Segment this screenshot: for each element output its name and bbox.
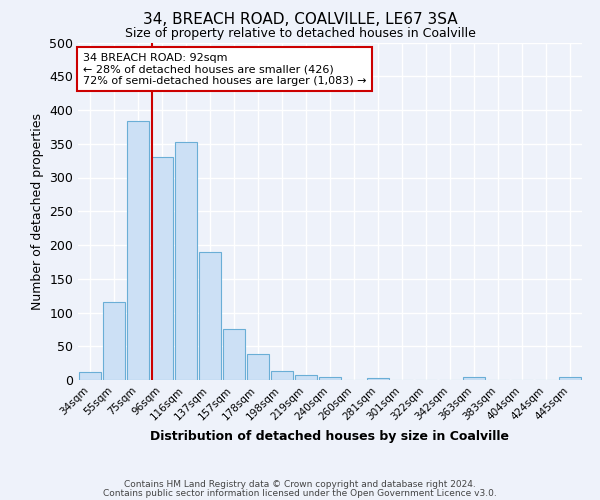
Bar xyxy=(319,378,341,380)
Bar xyxy=(79,372,101,380)
Text: Size of property relative to detached houses in Coalville: Size of property relative to detached ho… xyxy=(125,28,475,40)
Bar xyxy=(223,330,245,380)
Text: 34, BREACH ROAD, COALVILLE, LE67 3SA: 34, BREACH ROAD, COALVILLE, LE67 3SA xyxy=(143,12,457,28)
Bar xyxy=(199,252,221,380)
Y-axis label: Number of detached properties: Number of detached properties xyxy=(31,113,44,310)
Bar xyxy=(295,374,317,380)
Text: 34 BREACH ROAD: 92sqm
← 28% of detached houses are smaller (426)
72% of semi-det: 34 BREACH ROAD: 92sqm ← 28% of detached … xyxy=(83,52,367,86)
Bar xyxy=(103,302,125,380)
Bar xyxy=(559,378,581,380)
Bar xyxy=(151,157,173,380)
Bar xyxy=(463,378,485,380)
Bar xyxy=(271,371,293,380)
Bar xyxy=(367,378,389,380)
Text: Contains HM Land Registry data © Crown copyright and database right 2024.: Contains HM Land Registry data © Crown c… xyxy=(124,480,476,489)
Text: Contains public sector information licensed under the Open Government Licence v3: Contains public sector information licen… xyxy=(103,488,497,498)
Bar xyxy=(247,354,269,380)
Bar xyxy=(127,122,149,380)
Bar xyxy=(175,142,197,380)
X-axis label: Distribution of detached houses by size in Coalville: Distribution of detached houses by size … xyxy=(151,430,509,443)
